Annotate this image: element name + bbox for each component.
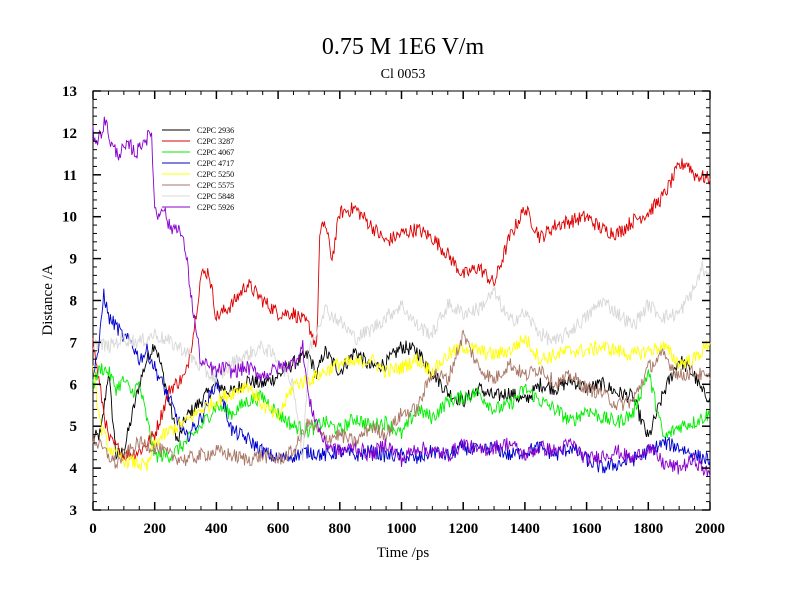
y-tick-label: 7 [70, 335, 78, 351]
legend-item: C2PC 4067 [162, 148, 234, 157]
x-tick-label: 1600 [572, 521, 602, 537]
y-tick-label: 3 [70, 503, 78, 519]
legend-item: C2PC 3287 [162, 137, 234, 146]
legend: C2PC 2936 C2PC 3287 C2PC 4067 C2PC 4717 C2PC… [162, 126, 234, 212]
legend-label: C2PC 4067 [197, 148, 234, 157]
legend-item: C2PC 5250 [162, 170, 234, 179]
x-tick-label: 1200 [448, 521, 478, 537]
chart-subtitle: Cl 0053 [381, 67, 426, 82]
legend-label: C2PC 5575 [197, 181, 234, 190]
x-tick-label: 1000 [387, 521, 417, 537]
series-line-1 [92, 158, 711, 463]
x-tick-label: 1400 [510, 521, 540, 537]
x-tick-label: 0 [89, 521, 97, 537]
y-tick-label: 6 [70, 377, 78, 393]
legend-item: C2PC 2936 [162, 126, 234, 135]
series-line-5 [92, 329, 711, 469]
x-tick-label: 1800 [633, 521, 663, 537]
legend-label: C2PC 2936 [197, 126, 234, 135]
legend-item: C2PC 5848 [162, 192, 234, 201]
legend-label: C2PC 4717 [197, 159, 234, 168]
x-tick-label: 400 [205, 521, 228, 537]
series-line-7 [92, 116, 711, 477]
y-tick-label: 9 [70, 252, 78, 268]
y-tick-label: 8 [70, 294, 78, 310]
legend-item: C2PC 5926 [162, 203, 234, 212]
x-tick-label: 800 [329, 521, 352, 537]
legend-label: C2PC 5926 [197, 203, 234, 212]
legend-item: C2PC 4717 [162, 159, 234, 168]
series-line-3 [92, 288, 711, 474]
y-tick-label: 4 [70, 461, 78, 477]
legend-label: C2PC 3287 [197, 137, 234, 146]
plot-frame [92, 90, 711, 511]
chart-title: 0.75 M 1E6 V/m [322, 34, 485, 60]
series-line-2 [92, 363, 711, 463]
y-tick-label: 5 [70, 419, 78, 435]
y-tick-label: 12 [62, 126, 77, 142]
legend-label: C2PC 5848 [197, 192, 234, 201]
axis-ticks: 0 200 400 600 800 1000 1200 1400 1600 1800 2000 3 4 5… [62, 84, 725, 537]
y-tick-label: 10 [62, 210, 77, 226]
y-tick-label: 13 [62, 84, 77, 100]
y-axis-label: Distance /A [40, 264, 56, 335]
series-layer [92, 116, 711, 477]
y-tick-label: 11 [63, 168, 77, 184]
x-tick-label: 2000 [695, 521, 725, 537]
legend-item: C2PC 5575 [162, 181, 234, 190]
legend-label: C2PC 5250 [197, 170, 234, 179]
series-line-6 [92, 260, 711, 461]
x-tick-label: 200 [143, 521, 166, 537]
x-tick-label: 600 [267, 521, 290, 537]
x-axis-label: Time /ps [377, 545, 430, 561]
series-line-4 [92, 334, 711, 472]
